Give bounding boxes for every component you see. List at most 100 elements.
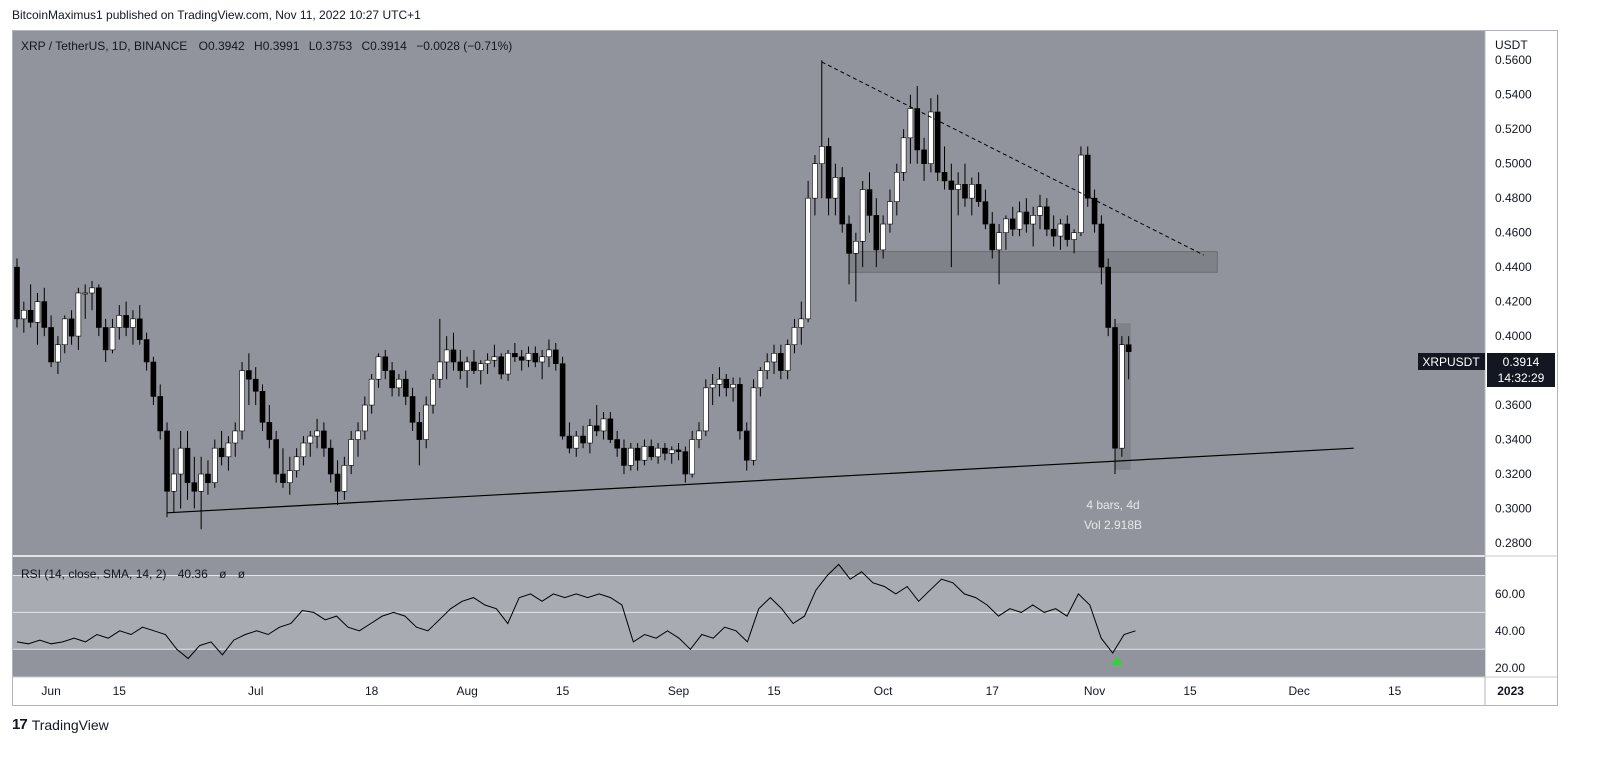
last-price-value: 0.3914 [1503,355,1540,369]
candle-body [150,361,157,397]
horizontal-support-zone[interactable] [848,251,1218,273]
candle-body [675,449,682,452]
candle-body [1078,154,1084,233]
price-tick-label: 0.4600 [1495,226,1532,240]
time-tick-label: Nov [1084,684,1105,698]
candle-body [14,266,20,320]
time-tick-label: 15 [113,684,127,698]
candle-body [505,353,511,375]
candle-body [662,447,668,454]
candle-body [968,184,975,199]
candle-body [498,356,505,375]
price-tick-label: 0.5000 [1495,157,1532,171]
candle-body [771,353,777,363]
time-tick-label: 15 [767,684,781,698]
candle-body [798,318,805,328]
rsi-legend[interactable]: RSI (14, close, SMA, 14, 2) 40.36 ø ø [21,567,246,581]
candle-body [621,447,627,466]
footer-brand[interactable]: 17 TradingView [12,716,109,733]
candle-body [143,339,150,363]
price-tick-label: 0.4200 [1495,295,1532,309]
candle-body [825,146,832,199]
candle-body [1050,228,1057,237]
candle-body [464,361,470,371]
rsi-tick-label: 20.00 [1495,661,1525,675]
candle-body [716,378,723,385]
candle-body [757,370,764,389]
candle-body [512,353,518,358]
candle-body [164,430,170,492]
candle-body [1030,215,1036,225]
descending-resistance-line[interactable] [821,61,1204,256]
candle-body [334,473,341,492]
candle-body [764,361,771,371]
candle-body [1071,232,1077,240]
candles-group [14,60,1132,530]
candle-body [750,387,757,461]
candle-body [109,327,116,351]
candle-body [784,344,791,371]
candle-body [1091,197,1098,225]
candle-body [1064,223,1071,240]
candle-body [484,359,491,364]
candle-body [566,435,573,449]
candle-body [21,309,27,320]
tradingview-logo-icon: 17 [12,716,28,733]
candle-body [34,301,41,323]
symbol-tag [1418,353,1485,370]
time-tick-label: 15 [556,684,570,698]
candle-body [655,447,661,458]
candle-body [341,465,348,492]
candle-body [723,378,730,389]
price-tick-label: 0.5400 [1495,88,1532,102]
candle-body [423,404,430,440]
candle-body [123,315,129,328]
candle-body [55,344,61,363]
candle-body [1125,344,1132,352]
time-tick-label: 2023 [1497,684,1524,698]
candle-body [709,384,716,389]
rsi-line [16,563,1136,660]
candle-body [402,378,409,397]
candle-body [907,108,914,139]
price-tick-label: 0.3000 [1495,502,1532,516]
candle-body [266,422,273,440]
candle-body [102,327,109,351]
candle-body [668,449,675,454]
candle-body [689,439,695,475]
candle-body [211,447,218,483]
price-axis-currency: USDT [1495,38,1528,52]
bar-countdown: 14:32:29 [1498,371,1545,385]
candle-body [962,184,968,199]
candle-body [914,108,921,151]
candle-body [859,189,866,242]
candle-body [239,370,245,432]
chart-svg[interactable]: 0.5600 0.5400 0.5200 0.5000 0.4800 0.4600 0.44… [13,31,1557,705]
candle-body [218,447,225,458]
candle-body [437,361,443,380]
candle-body [928,111,934,164]
candle-body [573,435,580,449]
time-tick-label: Sep [668,684,690,698]
candle-body [198,473,204,492]
time-tick-label: 15 [1388,684,1402,698]
candle-body [89,287,95,294]
candle-body [205,473,211,483]
candle-body [232,430,239,444]
candle-body [1057,223,1064,237]
candle-body [880,223,886,251]
candle-body [368,378,375,406]
legend-symbol[interactable]: XRP / TetherUS, 1D, BINANCE O0.3942 H0.3… [21,39,512,53]
candle-body [743,430,750,461]
candle-body [75,292,82,337]
candle-body [975,184,982,202]
candle-body [982,201,989,225]
candle-body [300,442,307,458]
candle-body [552,349,559,364]
chart-container[interactable]: 0.5600 0.5400 0.5200 0.5000 0.4800 0.4600 0.44… [12,30,1558,706]
candle-body [778,353,784,371]
candle-body [866,189,873,216]
ascending-support-line[interactable] [167,447,1354,514]
candle-body [839,177,846,225]
candle-body [921,149,927,164]
